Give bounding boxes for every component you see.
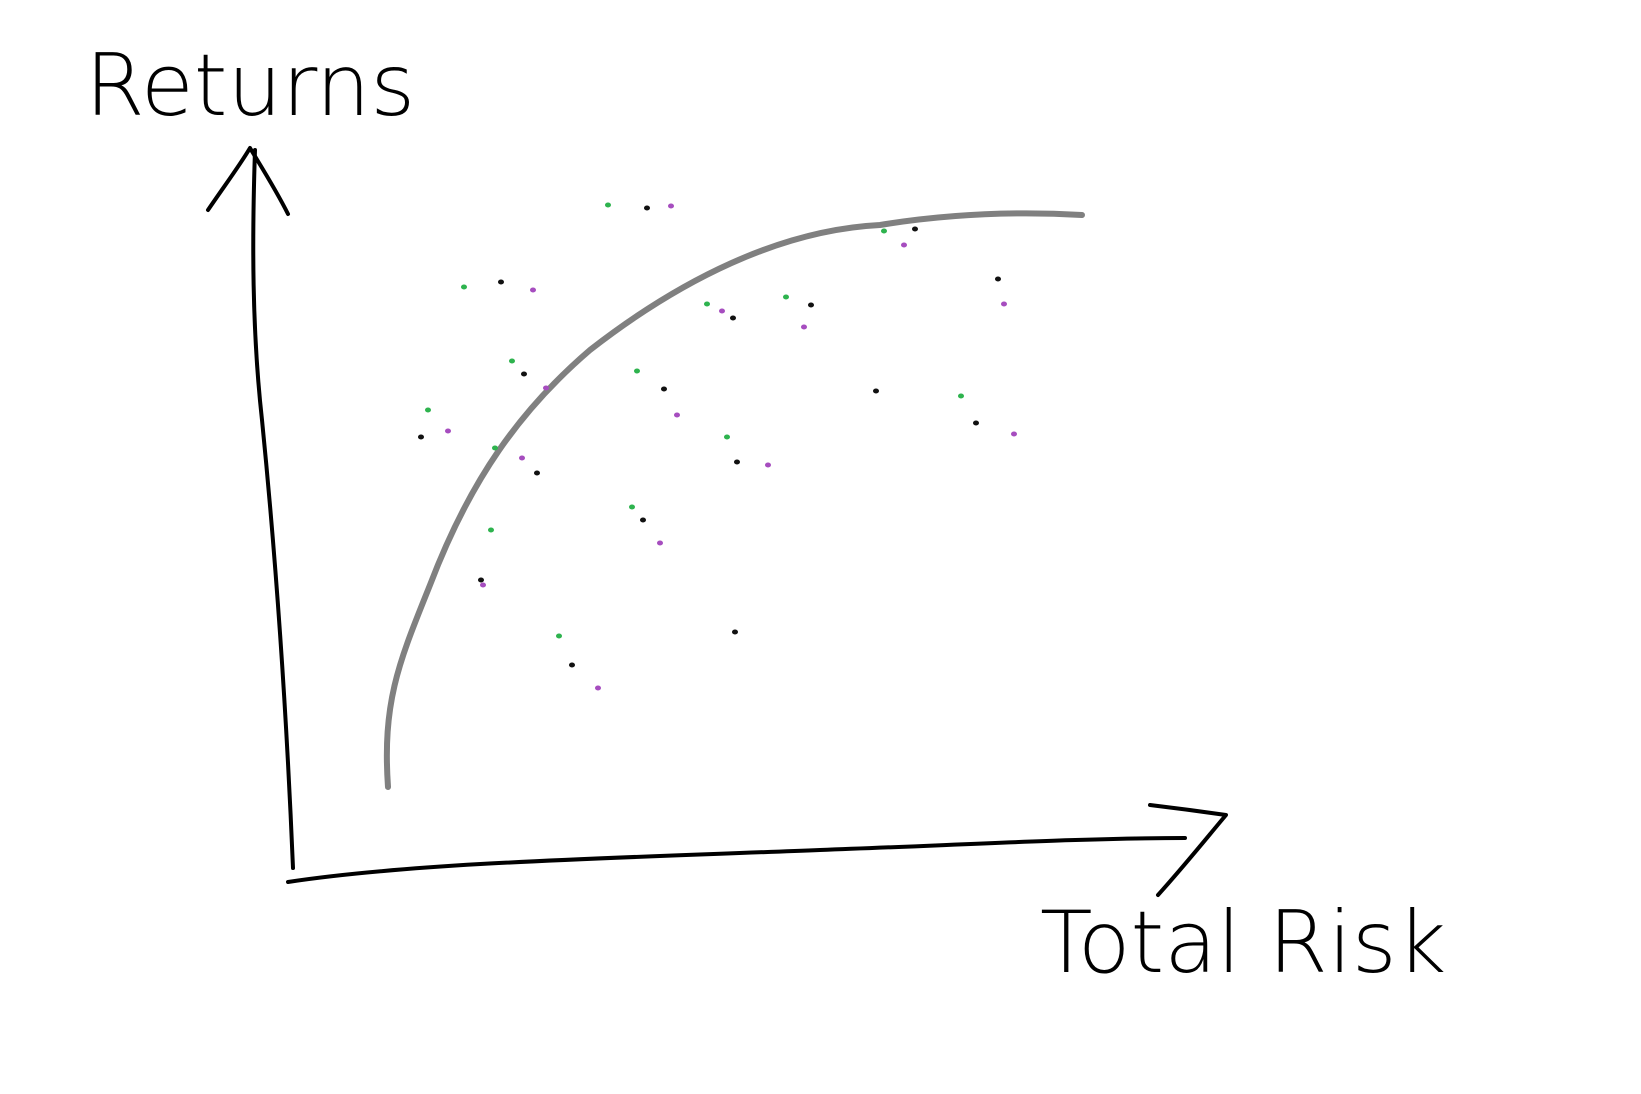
portfolio-dot	[595, 685, 601, 691]
portfolio-dot	[873, 388, 879, 394]
portfolio-dot	[640, 517, 646, 523]
portfolio-dot	[569, 662, 575, 668]
portfolio-dot	[519, 455, 525, 461]
y-axis-label: Returns	[85, 36, 415, 136]
portfolio-dot	[543, 385, 549, 391]
portfolio-dot	[801, 324, 807, 330]
portfolio-dot	[1001, 301, 1007, 307]
portfolio-dot	[973, 420, 979, 426]
portfolio-dot	[704, 301, 710, 307]
portfolio-dot	[498, 279, 504, 285]
portfolio-dot	[425, 407, 431, 413]
portfolio-dot	[808, 302, 814, 308]
portfolio-dot	[657, 540, 663, 546]
portfolio-dots	[418, 202, 1017, 691]
portfolio-dot	[724, 434, 730, 440]
portfolio-dot	[661, 386, 667, 392]
x-axis-arrowhead	[1148, 803, 1228, 897]
portfolio-dot	[732, 629, 738, 635]
x-axis-label: Total Risk	[1040, 893, 1446, 993]
portfolio-dot	[734, 459, 740, 465]
portfolio-dot	[765, 462, 771, 468]
portfolio-dot	[783, 294, 789, 300]
efficient-frontier-curve	[383, 210, 1085, 790]
portfolio-dot	[719, 308, 725, 314]
portfolio-dot	[629, 504, 635, 510]
portfolio-dot	[418, 434, 424, 440]
portfolio-dot	[480, 582, 486, 588]
portfolio-dot	[958, 393, 964, 399]
portfolio-dot	[461, 284, 467, 290]
portfolio-dot	[901, 242, 907, 248]
y-axis-line	[251, 148, 295, 870]
portfolio-dot	[530, 287, 536, 293]
portfolio-dot	[730, 315, 736, 321]
x-axis-line	[286, 836, 1187, 884]
portfolio-dot	[674, 412, 680, 418]
portfolio-dot	[644, 205, 650, 211]
portfolio-dot	[488, 527, 494, 533]
portfolio-dot	[881, 228, 887, 234]
portfolio-dot	[668, 203, 674, 209]
portfolio-dot	[521, 371, 527, 377]
portfolio-dot	[556, 633, 562, 639]
portfolio-dot	[445, 428, 451, 434]
portfolio-dot	[1011, 431, 1017, 437]
portfolio-dot	[509, 358, 515, 364]
portfolio-dot	[634, 368, 640, 374]
portfolio-dot	[605, 202, 611, 208]
portfolio-dot	[492, 445, 498, 451]
portfolio-dot	[478, 577, 484, 583]
portfolio-dot	[534, 470, 540, 476]
portfolio-dot	[912, 226, 918, 232]
y-axis-arrowhead	[206, 146, 290, 216]
portfolio-dot	[995, 276, 1001, 282]
